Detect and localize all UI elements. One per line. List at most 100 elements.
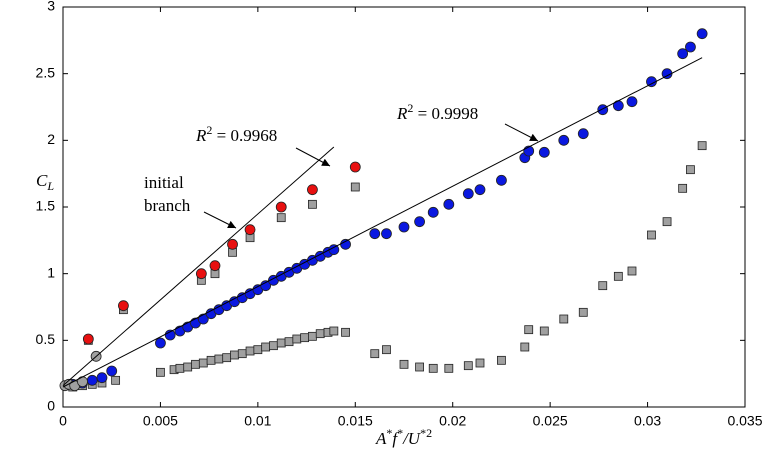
fit-line — [62, 146, 335, 387]
point — [414, 216, 425, 228]
point — [597, 104, 609, 116]
point — [183, 362, 193, 372]
y-tick-label: 2 — [47, 131, 55, 147]
point — [245, 346, 255, 356]
point — [678, 183, 688, 193]
y-tick-label: 2.5 — [36, 64, 56, 80]
point — [308, 331, 317, 341]
point — [195, 268, 207, 280]
y-tick-label: 0.5 — [36, 331, 56, 347]
point — [428, 363, 438, 373]
point — [539, 326, 549, 336]
point — [398, 221, 410, 233]
x-tick-label: 0.02 — [439, 413, 466, 429]
point — [156, 367, 165, 377]
point — [275, 201, 287, 213]
y-tick-label: 1 — [47, 264, 55, 280]
annotation: R2 = 0.9968 — [195, 123, 277, 145]
point — [198, 358, 208, 368]
annotation-arrow — [504, 123, 539, 142]
y-tick-label: 0 — [47, 398, 55, 414]
point — [96, 372, 108, 384]
point — [329, 326, 339, 336]
point — [558, 134, 570, 146]
point — [474, 184, 486, 196]
point — [307, 184, 318, 196]
point — [559, 314, 569, 324]
y-axis-label: CL — [36, 171, 54, 193]
point — [341, 327, 350, 337]
point — [315, 329, 325, 339]
point — [111, 375, 121, 385]
point — [662, 217, 672, 227]
point — [206, 355, 216, 365]
point — [677, 48, 689, 60]
point — [463, 361, 473, 371]
point — [106, 365, 118, 377]
point — [520, 342, 530, 352]
point — [462, 188, 474, 200]
point — [175, 363, 185, 373]
point — [496, 174, 507, 186]
fit-line — [62, 57, 703, 388]
point — [86, 374, 98, 386]
point — [627, 266, 637, 276]
point — [686, 165, 695, 175]
point — [230, 350, 239, 360]
point — [696, 28, 708, 40]
point — [369, 228, 381, 240]
point — [685, 41, 696, 53]
point — [222, 353, 232, 363]
point — [82, 333, 94, 345]
point — [475, 358, 485, 368]
point — [261, 342, 271, 352]
point — [276, 338, 286, 348]
point — [524, 325, 534, 335]
x-axis-label: A*f*/U*2 — [375, 426, 432, 448]
point — [300, 333, 310, 343]
annotation: initial — [144, 173, 184, 192]
point — [292, 334, 302, 344]
x-tick-label: 0.015 — [338, 413, 373, 429]
x-tick-label: 0.03 — [634, 413, 661, 429]
point — [626, 96, 638, 108]
point — [191, 359, 200, 369]
point — [444, 363, 454, 373]
plot-frame — [62, 6, 746, 408]
point — [399, 359, 409, 369]
point — [443, 198, 455, 210]
point — [269, 341, 278, 351]
annotation: R2 = 0.9998 — [396, 101, 478, 123]
point — [697, 141, 707, 151]
point — [164, 329, 176, 341]
point — [244, 224, 256, 236]
point — [349, 161, 361, 173]
point — [427, 206, 439, 218]
annotation-arrow — [203, 211, 237, 229]
point — [497, 355, 506, 365]
point — [350, 182, 360, 192]
point — [214, 354, 224, 364]
point — [598, 281, 608, 291]
annotation: branch — [144, 196, 191, 215]
point — [77, 376, 88, 388]
point — [381, 228, 392, 240]
x-tick-label: 0.035 — [727, 413, 762, 429]
point — [538, 146, 550, 158]
point — [613, 271, 623, 281]
y-tick-label: 1.5 — [36, 198, 56, 214]
x-tick-label: 0.005 — [143, 413, 178, 429]
point — [253, 345, 263, 355]
point — [276, 213, 286, 223]
x-tick-label: 0.025 — [533, 413, 568, 429]
point — [209, 260, 221, 272]
point — [382, 345, 391, 355]
y-tick-label: 3 — [47, 0, 55, 14]
point — [118, 300, 129, 312]
x-tick-label: 0 — [59, 413, 67, 429]
x-tick-label: 0.01 — [244, 413, 271, 429]
point — [155, 337, 166, 349]
point — [370, 349, 380, 359]
